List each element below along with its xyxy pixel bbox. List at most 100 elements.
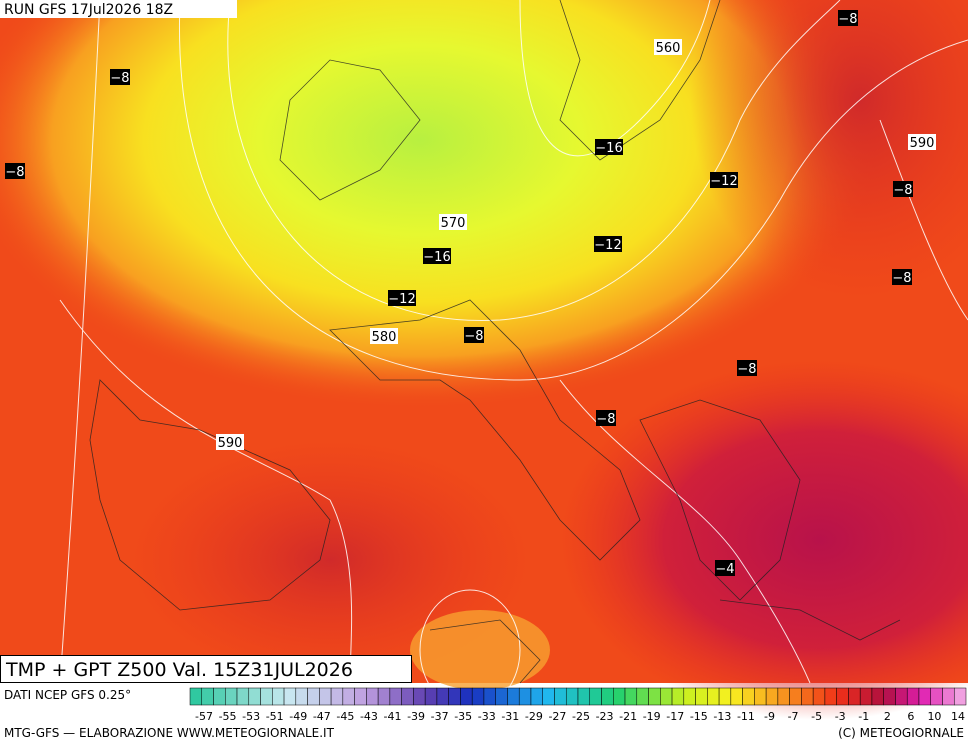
label-box (737, 360, 757, 376)
colorbar-swatch (507, 687, 520, 706)
contour-label: −8 (596, 412, 615, 427)
colorbar-label: -11 (737, 710, 755, 723)
contour-label: −8 (838, 12, 857, 27)
colorbar-label: -47 (313, 710, 331, 723)
label-box (838, 10, 858, 26)
colorbar-swatch (624, 687, 638, 706)
colorbar-swatch (436, 687, 449, 706)
colorbar-label: -49 (289, 710, 307, 723)
colorbar-swatch (754, 687, 767, 706)
map-title: TMP + GPT Z500 Val. 15Z31JUL2026 (5, 659, 353, 681)
colorbar-swatch (283, 687, 297, 706)
label-box (110, 69, 130, 85)
colorbar-swatch (577, 687, 591, 706)
contour-label: 580 (372, 330, 397, 345)
contour-label: 560 (656, 41, 681, 56)
label-box (908, 134, 936, 150)
colorbar-swatch (589, 687, 602, 706)
label-box (464, 327, 484, 343)
colorbar-swatch (225, 687, 238, 706)
colorbar-label: -31 (501, 710, 519, 723)
colorbar-swatch (953, 687, 967, 706)
colorbar-swatch (471, 687, 485, 706)
label-box (594, 236, 622, 252)
colorbar-swatch (812, 687, 826, 706)
label-box (423, 248, 451, 264)
label-box (715, 560, 735, 576)
colorbar-label: -57 (195, 710, 213, 723)
label-box (654, 39, 682, 55)
colorbar-swatch (824, 687, 837, 706)
colorbar-swatch (413, 687, 426, 706)
colorbar-swatch (859, 687, 873, 706)
colorbar-swatch (295, 687, 308, 706)
colorbar-swatch (765, 687, 779, 706)
colorbar-label: -5 (811, 710, 822, 723)
colorbar-swatch (272, 687, 285, 706)
run-label: RUN GFS 17Jul2026 18Z (4, 2, 173, 18)
colorbar-label: -35 (454, 710, 472, 723)
colorbar-swatch (789, 687, 802, 706)
label-box (710, 172, 738, 188)
colorbar-swatch (554, 687, 567, 706)
contour-label: −8 (110, 71, 129, 86)
contour-label: 570 (441, 216, 466, 231)
colorbar-swatch (448, 687, 461, 706)
colorbar-label: -23 (596, 710, 614, 723)
colorbar-swatch (742, 687, 755, 706)
colorbar-label: -21 (619, 710, 637, 723)
colorbar-swatch (401, 687, 414, 706)
colorbar-swatch (636, 687, 649, 706)
colorbar-label: -55 (219, 710, 237, 723)
colorbar-swatch (730, 687, 743, 706)
contour-label: −16 (423, 250, 450, 265)
map (0, 0, 968, 720)
colorbar-swatch (260, 687, 273, 706)
colorbar-swatch (695, 687, 708, 706)
colorbar-swatch (906, 687, 920, 706)
colorbar-swatch (213, 687, 226, 706)
contour-label: −8 (737, 362, 756, 377)
colorbar-label: -13 (713, 710, 731, 723)
colorbar-label: -9 (764, 710, 775, 723)
colorbar-swatch (389, 687, 402, 706)
colorbar-swatch (777, 687, 790, 706)
label-box (388, 290, 416, 306)
contour-label: −4 (715, 562, 734, 577)
colorbar-swatch (330, 687, 344, 706)
colorbar-swatch (377, 687, 391, 706)
colorbar-swatch (683, 687, 696, 706)
colorbar-swatch (189, 687, 203, 706)
colorbar-swatch (930, 687, 943, 706)
colorbar-label: -19 (643, 710, 661, 723)
contour-label: −12 (388, 292, 415, 307)
colorbar-swatch (483, 687, 496, 706)
colorbar-label: -15 (690, 710, 708, 723)
colorbar-swatch (248, 687, 261, 706)
source: DATI NCEP GFS 0.25° (4, 688, 131, 702)
colorbar-label: -27 (548, 710, 566, 723)
colorbar-label: -3 (835, 710, 846, 723)
contour-label: −16 (595, 141, 622, 156)
colorbar-swatch (565, 687, 579, 706)
colorbar-swatch (236, 687, 250, 706)
colorbar-swatch (201, 687, 214, 706)
label-box (5, 163, 25, 179)
contour-label: −8 (464, 329, 483, 344)
colorbar-label: 14 (951, 710, 965, 723)
colorbar-label: -29 (525, 710, 543, 723)
colorbar-swatch (707, 687, 720, 706)
contour-label: 590 (218, 436, 243, 451)
colorbar-swatch (366, 687, 379, 706)
contour-label: −8 (892, 271, 911, 286)
colorbar-swatch (883, 687, 896, 706)
label-box (370, 328, 398, 344)
label-box (596, 410, 616, 426)
colorbar-swatch (319, 687, 332, 706)
colorbar-label: -39 (407, 710, 425, 723)
label-box (595, 139, 623, 155)
colorbar-label: -43 (360, 710, 378, 723)
colorbar-swatch (848, 687, 861, 706)
